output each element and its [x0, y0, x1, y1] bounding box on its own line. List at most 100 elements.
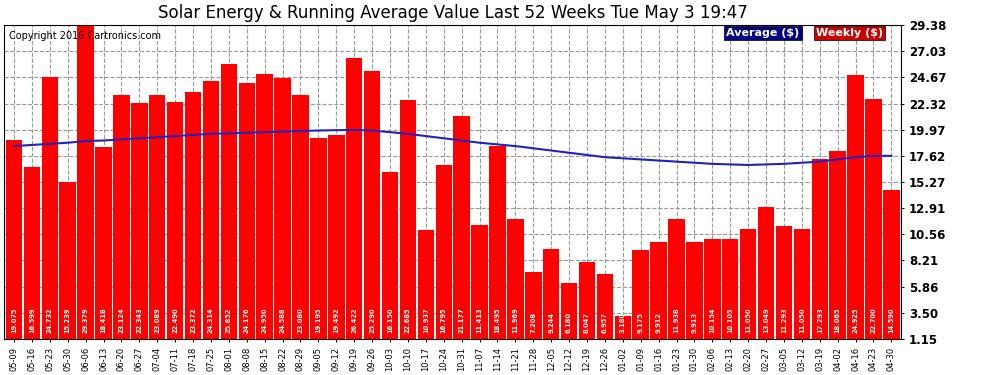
Bar	[543, 249, 559, 352]
Bar	[310, 138, 327, 352]
Bar	[113, 94, 130, 352]
Bar	[650, 242, 667, 352]
Text: 6.180: 6.180	[566, 312, 572, 333]
Text: 9.912: 9.912	[655, 312, 661, 333]
Text: 11.938: 11.938	[673, 308, 679, 333]
Bar	[597, 274, 613, 352]
Text: 8.047: 8.047	[584, 312, 590, 333]
Text: 26.422: 26.422	[351, 308, 357, 333]
Bar	[686, 242, 703, 352]
Bar	[203, 81, 219, 352]
Bar	[149, 95, 165, 352]
Text: 7.208: 7.208	[531, 312, 537, 333]
Title: Solar Energy & Running Average Value Last 52 Weeks Tue May 3 19:47: Solar Energy & Running Average Value Las…	[157, 4, 747, 22]
Text: 11.293: 11.293	[781, 308, 787, 333]
Bar	[704, 239, 721, 352]
Bar	[167, 102, 183, 352]
Text: 6.957: 6.957	[602, 312, 608, 333]
Bar	[883, 189, 900, 352]
Bar	[6, 140, 22, 352]
Text: 19.195: 19.195	[316, 308, 322, 333]
Bar	[471, 225, 488, 352]
Bar	[221, 64, 238, 352]
Bar	[256, 74, 273, 352]
Text: 16.599: 16.599	[29, 308, 35, 333]
Bar	[400, 99, 416, 352]
Text: 14.590: 14.590	[888, 308, 894, 333]
Text: 24.950: 24.950	[261, 308, 267, 333]
Bar	[794, 229, 810, 352]
Text: 10.154: 10.154	[709, 308, 716, 333]
Bar	[77, 25, 94, 352]
Text: 22.700: 22.700	[870, 308, 876, 333]
Bar	[812, 159, 828, 352]
Text: 9.244: 9.244	[548, 312, 554, 333]
Text: 11.413: 11.413	[476, 308, 482, 333]
Text: 11.969: 11.969	[513, 308, 519, 333]
Bar	[185, 92, 201, 352]
Text: 18.065: 18.065	[835, 308, 841, 333]
Text: 13.049: 13.049	[763, 308, 769, 333]
Text: 29.379: 29.379	[82, 308, 89, 333]
Bar	[668, 219, 685, 352]
Bar	[346, 58, 362, 352]
Text: 23.089: 23.089	[154, 308, 160, 333]
Bar	[615, 316, 631, 352]
Bar	[42, 77, 58, 352]
Bar	[865, 99, 882, 352]
Text: 21.177: 21.177	[458, 308, 464, 333]
Text: 15.239: 15.239	[64, 308, 70, 333]
Text: 19.075: 19.075	[11, 308, 17, 333]
Text: 22.490: 22.490	[172, 308, 178, 333]
Text: 11.050: 11.050	[745, 308, 751, 333]
Bar	[507, 219, 524, 352]
Text: 16.795: 16.795	[441, 308, 446, 333]
Text: 9.175: 9.175	[638, 312, 644, 333]
Text: 24.588: 24.588	[279, 308, 285, 333]
Text: Weekly ($): Weekly ($)	[816, 28, 883, 38]
Text: 24.732: 24.732	[47, 308, 52, 333]
Text: 22.343: 22.343	[137, 308, 143, 333]
Bar	[489, 146, 506, 352]
Text: 25.852: 25.852	[226, 308, 232, 333]
Bar	[59, 182, 76, 352]
Text: 16.150: 16.150	[387, 308, 393, 333]
Bar	[776, 226, 792, 352]
Bar	[24, 167, 41, 352]
Bar	[292, 95, 309, 352]
Bar	[382, 172, 398, 352]
Text: Average ($): Average ($)	[727, 28, 800, 38]
Bar	[328, 135, 345, 352]
Text: 18.495: 18.495	[494, 308, 501, 333]
Bar	[740, 229, 756, 352]
Text: 3.180: 3.180	[620, 312, 626, 333]
Text: 17.293: 17.293	[817, 308, 823, 333]
Bar	[453, 116, 470, 352]
Bar	[436, 165, 452, 352]
Bar	[274, 78, 291, 352]
Text: 10.937: 10.937	[423, 308, 429, 333]
Bar	[722, 239, 739, 352]
Bar	[579, 262, 595, 352]
Text: 23.124: 23.124	[119, 308, 125, 333]
Bar	[633, 250, 648, 352]
Bar	[525, 272, 542, 352]
Text: 24.925: 24.925	[852, 308, 858, 333]
Text: 25.290: 25.290	[369, 308, 375, 333]
Text: 22.685: 22.685	[405, 308, 411, 333]
Text: 23.372: 23.372	[190, 308, 196, 333]
Text: 19.492: 19.492	[334, 308, 340, 333]
Text: 23.080: 23.080	[298, 308, 304, 333]
Bar	[830, 151, 845, 352]
Bar	[418, 230, 434, 352]
Text: 10.105: 10.105	[728, 308, 734, 333]
Bar	[847, 75, 864, 352]
Text: 24.314: 24.314	[208, 308, 214, 333]
Text: 24.176: 24.176	[244, 308, 249, 333]
Bar	[757, 207, 774, 352]
Bar	[239, 83, 255, 352]
Text: 11.050: 11.050	[799, 308, 805, 333]
Bar	[364, 70, 380, 352]
Text: 9.913: 9.913	[691, 312, 697, 333]
Text: Copyright 2016 Cartronics.com: Copyright 2016 Cartronics.com	[9, 32, 160, 41]
